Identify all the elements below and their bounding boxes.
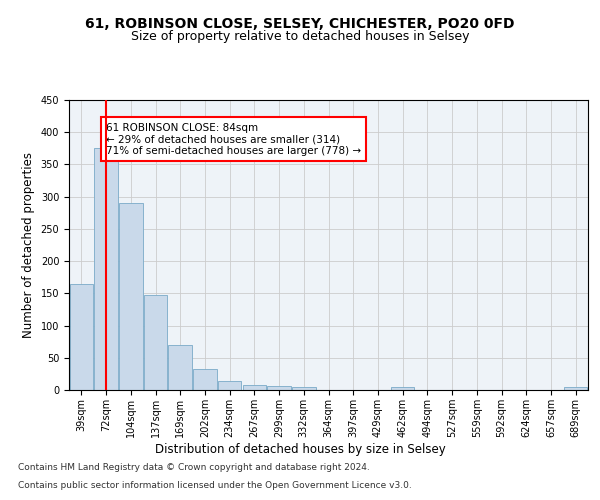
Bar (391, 388, 415, 390)
Bar (268, 386, 291, 390)
Text: Contains HM Land Registry data © Crown copyright and database right 2024.: Contains HM Land Registry data © Crown c… (18, 464, 370, 472)
Bar (169, 345, 192, 390)
Bar (242, 386, 266, 390)
Y-axis label: Number of detached properties: Number of detached properties (22, 152, 35, 338)
Bar (94, 148, 118, 390)
Bar (70, 284, 93, 390)
Text: 61 ROBINSON CLOSE: 84sqm
← 29% of detached houses are smaller (314)
71% of semi-: 61 ROBINSON CLOSE: 84sqm ← 29% of detach… (106, 122, 361, 156)
Bar (218, 381, 241, 390)
Bar (144, 294, 167, 390)
Text: Distribution of detached houses by size in Selsey: Distribution of detached houses by size … (155, 442, 445, 456)
Bar (292, 387, 316, 390)
Text: Size of property relative to detached houses in Selsey: Size of property relative to detached ho… (131, 30, 469, 43)
Bar (564, 388, 587, 390)
Text: 61, ROBINSON CLOSE, SELSEY, CHICHESTER, PO20 0FD: 61, ROBINSON CLOSE, SELSEY, CHICHESTER, … (85, 18, 515, 32)
Bar (193, 368, 217, 390)
Text: Contains public sector information licensed under the Open Government Licence v3: Contains public sector information licen… (18, 481, 412, 490)
Bar (119, 203, 143, 390)
